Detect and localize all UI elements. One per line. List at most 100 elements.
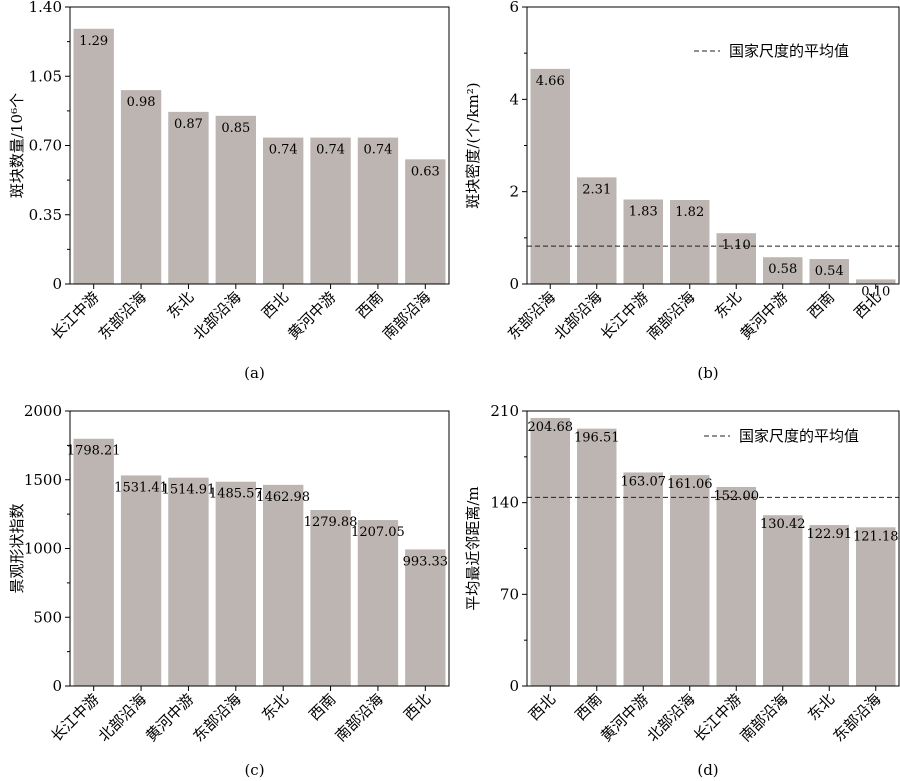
data-label: 0.10 bbox=[861, 284, 890, 299]
x-tick-label: 东北 bbox=[804, 690, 838, 724]
x-tick-label: 黄河中游 bbox=[597, 690, 652, 745]
bar-西北 bbox=[405, 549, 446, 686]
x-tick-label: 西南 bbox=[804, 288, 838, 322]
bar-西南 bbox=[357, 137, 399, 284]
panel-label: (a) bbox=[244, 364, 265, 382]
x-tick-label: 北部沿海 bbox=[95, 690, 150, 745]
x-tick-label: 西北 bbox=[525, 690, 559, 724]
chart-panel-a: 1.29 0.98 0.87 0.85 0.74 0.74 0.74 0.63 0 0.35 0.7… bbox=[8, 0, 450, 382]
bar-北部沿海 bbox=[670, 475, 710, 686]
x-tick-label: 西北 bbox=[258, 288, 292, 322]
bar-长江中游 bbox=[73, 28, 114, 285]
data-label: 163.07 bbox=[621, 474, 667, 489]
x-tick-label: 东北 bbox=[258, 690, 292, 724]
bar-东北 bbox=[716, 233, 756, 284]
y-axis-label: 平均最近邻距离/m bbox=[464, 486, 482, 610]
x-tick-label: 北部沿海 bbox=[550, 288, 605, 343]
y-tick-label: 0 bbox=[509, 275, 519, 293]
data-label: 1.10 bbox=[722, 238, 751, 253]
x-tick-label: 南部沿海 bbox=[736, 690, 791, 745]
x-tick-label: 长江中游 bbox=[597, 288, 652, 343]
bar-长江中游 bbox=[716, 486, 756, 686]
x-tick-label: 西南 bbox=[353, 288, 387, 322]
x-tick-label: 黄河中游 bbox=[736, 288, 791, 343]
y-tick-label: 140 bbox=[490, 494, 519, 512]
bar-东部沿海 bbox=[530, 68, 570, 284]
y-tick-label: 1000 bbox=[24, 540, 62, 558]
y-tick-label: 1.05 bbox=[29, 67, 62, 85]
y-tick-label: 4 bbox=[509, 90, 519, 108]
x-tick-label: 西南 bbox=[572, 690, 606, 724]
data-label: 0.98 bbox=[127, 95, 156, 110]
data-label: 1514.91 bbox=[162, 483, 216, 498]
x-tick-label: 西北 bbox=[400, 690, 434, 724]
data-label: 204.68 bbox=[528, 420, 574, 435]
y-tick-label: 70 bbox=[500, 585, 519, 603]
data-label: 0.87 bbox=[174, 117, 203, 132]
y-tick-label: 0 bbox=[52, 677, 62, 695]
x-tick-label: 黄河中游 bbox=[284, 288, 339, 343]
bar-南部沿海 bbox=[357, 520, 399, 686]
panel-label: (d) bbox=[697, 761, 718, 779]
x-tick-label: 东部沿海 bbox=[189, 690, 244, 745]
data-label: 0.74 bbox=[316, 143, 345, 158]
y-axis-label: 斑块密度/(个/km²) bbox=[464, 82, 482, 208]
y-tick-label: 1500 bbox=[24, 471, 62, 489]
bar-黄河中游 bbox=[763, 257, 803, 284]
data-label: 1531.41 bbox=[114, 480, 168, 495]
bar-东部沿海 bbox=[120, 90, 162, 284]
data-label: 1279.88 bbox=[304, 515, 358, 530]
bar-东北 bbox=[168, 111, 209, 284]
bar-北部沿海 bbox=[577, 177, 617, 284]
data-label: 161.06 bbox=[667, 477, 713, 492]
bar-长江中游 bbox=[623, 199, 663, 284]
y-tick-label: 2000 bbox=[24, 402, 62, 420]
bar-黄河中游 bbox=[168, 477, 209, 686]
legend-label: 国家尺度的平均值 bbox=[729, 42, 849, 60]
legend-label: 国家尺度的平均值 bbox=[739, 427, 859, 445]
x-tick-label: 南部沿海 bbox=[643, 288, 698, 343]
y-tick-label: 0.70 bbox=[29, 137, 62, 155]
bar-西南 bbox=[577, 428, 617, 686]
x-tick-label: 北部沿海 bbox=[189, 288, 244, 343]
data-label: 0.54 bbox=[815, 264, 844, 279]
y-tick-label: 0 bbox=[52, 275, 62, 293]
panel-label: (b) bbox=[697, 364, 718, 382]
bar-西北 bbox=[263, 137, 304, 284]
bar-东北 bbox=[809, 525, 849, 686]
bar-西南 bbox=[809, 259, 849, 284]
bar-东部沿海 bbox=[215, 481, 256, 686]
x-tick-label: 东部沿海 bbox=[95, 288, 150, 343]
data-label: 152.00 bbox=[714, 489, 760, 504]
data-label: 1485.57 bbox=[209, 487, 263, 502]
panel-label: (c) bbox=[244, 761, 264, 779]
data-label: 0.74 bbox=[269, 143, 298, 158]
bar-北部沿海 bbox=[120, 475, 162, 686]
y-tick-label: 1.40 bbox=[29, 0, 62, 16]
y-tick-label: 2 bbox=[509, 183, 519, 201]
y-tick-label: 210 bbox=[490, 402, 519, 420]
x-tick-label: 西南 bbox=[305, 690, 339, 724]
x-tick-label: 南部沿海 bbox=[379, 288, 434, 343]
x-tick-label: 东北 bbox=[711, 288, 745, 322]
bar-西北 bbox=[530, 417, 570, 686]
bar-西北 bbox=[856, 279, 896, 284]
x-tick-label: 东部沿海 bbox=[504, 288, 559, 343]
x-tick-label: 长江中游 bbox=[690, 690, 745, 745]
bar-南部沿海 bbox=[763, 515, 803, 686]
data-label: 122.91 bbox=[807, 527, 853, 542]
data-label: 0.74 bbox=[363, 143, 392, 158]
data-label: 1.82 bbox=[675, 205, 704, 220]
y-axis-label: 斑块数量/10⁶个 bbox=[8, 93, 26, 198]
x-tick-label: 长江中游 bbox=[47, 690, 102, 745]
bar-东部沿海 bbox=[856, 527, 896, 686]
chart-panel-b: 国家尺度的平均值 4.66 2.31 1.83 1.82 1.10 0.58 0.54 0.10… bbox=[464, 0, 900, 382]
x-tick-label: 北部沿海 bbox=[643, 690, 698, 745]
y-tick-label: 0 bbox=[509, 677, 519, 695]
data-label: 1462.98 bbox=[256, 490, 310, 505]
data-label: 0.63 bbox=[411, 164, 440, 179]
bar-黄河中游 bbox=[623, 472, 663, 686]
data-label: 1207.05 bbox=[351, 525, 405, 540]
